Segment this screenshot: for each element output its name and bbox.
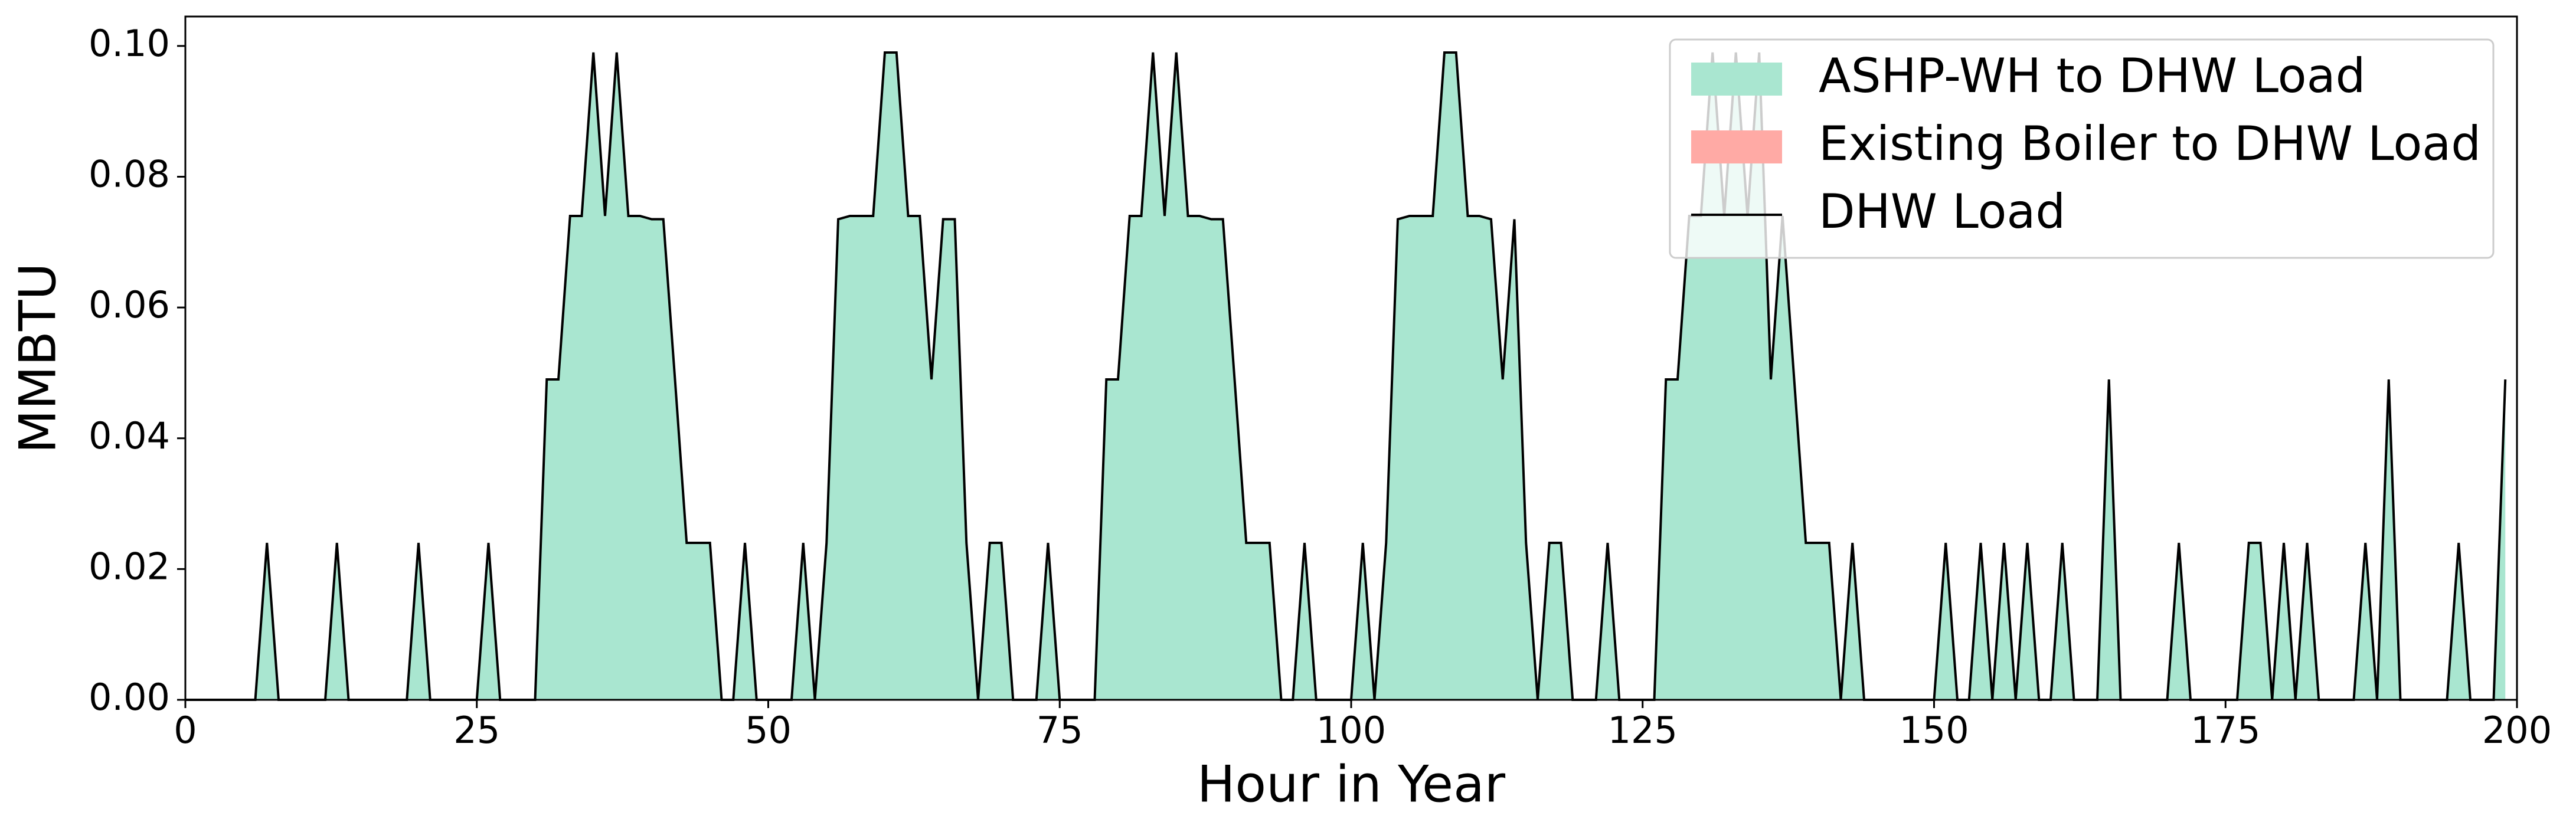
x-tick-label: 100: [1316, 709, 1386, 752]
y-tick-label: 0.04: [89, 414, 170, 457]
legend-swatch: [1691, 63, 1782, 96]
legend: ASHP-WH to DHW Load Existing Boiler to DH…: [1669, 38, 2495, 259]
y-tick-label: 0.06: [89, 283, 170, 326]
legend-box: [1669, 38, 2495, 259]
x-tick-label: 125: [1608, 709, 1678, 752]
x-tick-label: 200: [2482, 709, 2552, 752]
y-tick-label: 0.08: [89, 153, 170, 196]
x-axis-label: Hour in Year: [1197, 755, 1506, 814]
legend-label: ASHP-WH to DHW Load: [1819, 48, 2365, 103]
y-tick-label: 0.02: [89, 545, 170, 588]
legend-swatch: [1691, 130, 1782, 163]
x-tick-label: 75: [1037, 709, 1083, 752]
x-tick-label: 25: [453, 709, 500, 752]
y-tick-label: 0.00: [89, 676, 170, 719]
y-axis-label: MMBTU: [8, 263, 67, 454]
y-tick-label: 0.10: [89, 22, 170, 65]
x-tick-label: 0: [174, 709, 197, 752]
legend-label: DHW Load: [1819, 184, 2065, 239]
x-tick-label: 50: [745, 709, 792, 752]
x-tick-label: 150: [1899, 709, 1969, 752]
x-tick-label: 175: [2191, 709, 2260, 752]
area: [185, 52, 2506, 700]
legend-label: Existing Boiler to DHW Load: [1819, 116, 2481, 171]
